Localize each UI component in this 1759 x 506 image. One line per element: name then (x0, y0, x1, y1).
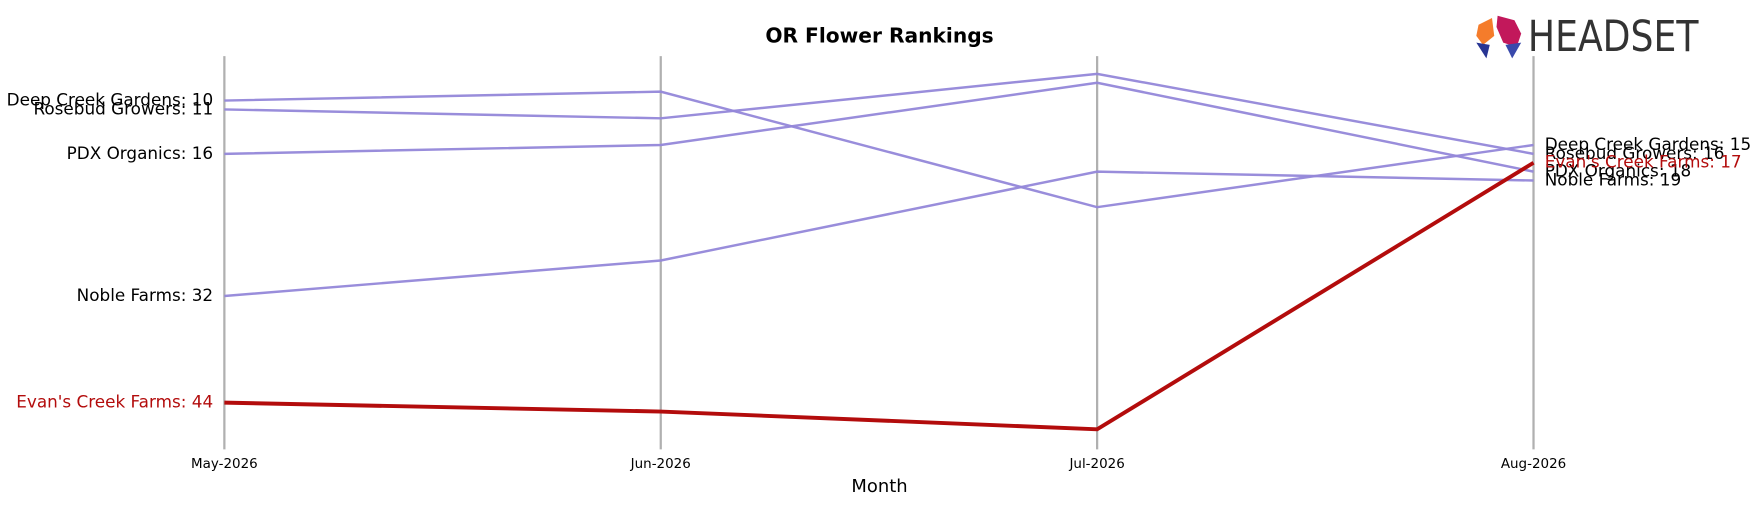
chart-title: OR Flower Rankings (765, 24, 993, 48)
value-label: PDX Organics: 18 (1545, 161, 1692, 181)
logo-text: HEADSET (1528, 12, 1699, 62)
logo-mark (1505, 42, 1522, 59)
logo-mark (1476, 17, 1495, 45)
series-line (224, 170, 1534, 298)
x-tick-label: Aug-2026 (1501, 457, 1566, 472)
series-line (224, 161, 1535, 432)
logo: HEADSET (1476, 12, 1699, 62)
logo-mark (1476, 42, 1490, 59)
value-label: Noble Farms: 32 (77, 285, 213, 305)
value-label: Deep Creek Gardens: 15 (1545, 134, 1751, 154)
x-tick-label: May-2026 (191, 457, 258, 472)
series-line (224, 81, 1534, 173)
logo-mark (1496, 15, 1522, 48)
value-label: Evan's Creek Farms: 44 (16, 392, 213, 412)
value-label: PDX Organics: 16 (67, 143, 214, 163)
value-label: Deep Creek Gardens: 10 (7, 90, 213, 110)
x-axis-label: Month (851, 476, 907, 497)
value-label: Rosebud Growers: 16 (1545, 143, 1725, 163)
value-label: Evan's Creek Farms: 17 (1545, 152, 1742, 172)
series-line (224, 72, 1534, 156)
value-label: Noble Farms: 19 (1545, 170, 1681, 190)
value-label: Rosebud Growers: 11 (33, 98, 213, 118)
x-tick-label: Jun-2026 (630, 457, 691, 472)
x-tick-label: Jul-2026 (1068, 457, 1124, 472)
